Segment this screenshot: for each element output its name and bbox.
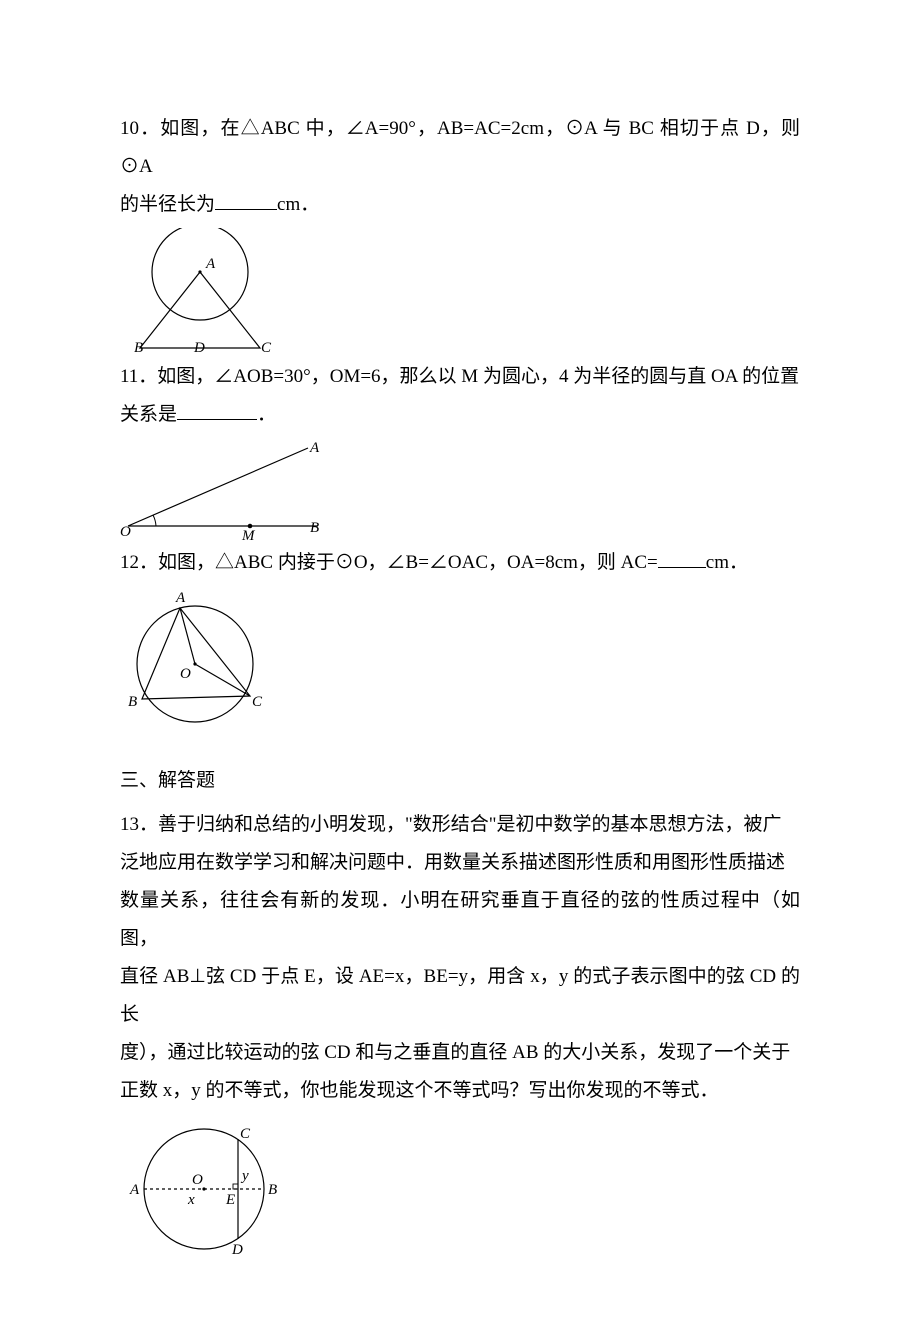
q13-l3: 数量关系，往往会有新的发现．小明在研究垂直于直径的弦的性质过程中（如图， — [120, 882, 800, 958]
q12-line1: 12．如图，△ABC 内接于⊙O，∠B=∠OAC，OA=8cm，则 AC= cm． — [120, 544, 800, 582]
q11-line1: 11．如图，∠AOB=30°，OM=6，那么以 M 为圆心，4 为半径的圆与直 … — [120, 358, 800, 396]
q12-center-dot — [193, 662, 196, 665]
q13-figure: A B C D O E x y — [120, 1114, 288, 1264]
q13-label-D: D — [231, 1242, 243, 1258]
q10-triangle — [140, 272, 260, 348]
q11-text-a: 11．如图，∠AOB=30°，OM=6，那么以 M 为圆心，4 为半径的圆与直 … — [120, 366, 799, 387]
q11-text-b: 关系是 — [120, 404, 177, 425]
q11-blank — [177, 400, 257, 420]
q13-right-angle — [233, 1184, 238, 1189]
q13-l2: 泛地应用在数学学习和解决问题中．用数量关系描述图形性质和用图形性质描述 — [120, 844, 800, 882]
q13-label-O: O — [192, 1172, 203, 1188]
q12-blank — [658, 548, 706, 568]
q13-center-dot — [202, 1187, 205, 1190]
q10-blank — [215, 190, 277, 210]
q10-unit: cm． — [277, 194, 319, 215]
q12-OC — [195, 664, 250, 696]
q12-label-B: B — [128, 694, 137, 710]
q13-l1: 13．善于归纳和总结的小明发现，"数形结合"是初中数学的基本思想方法，被广 — [120, 806, 800, 844]
q10-text-b: 的半径长为 — [120, 194, 215, 215]
q10-label-C: C — [261, 340, 272, 356]
q10-label-B: B — [134, 340, 143, 356]
q10-label-A: A — [205, 256, 216, 272]
q13-label-x: x — [187, 1192, 195, 1208]
q13-l4: 直径 AB⊥弦 CD 于点 E，设 AE=x，BE=y，用含 x，y 的式子表示… — [120, 958, 800, 1034]
q13-label-A: A — [129, 1182, 140, 1198]
q11-figure: O A B M — [120, 438, 330, 542]
q11-label-O: O — [120, 524, 131, 540]
q10-circle — [152, 228, 248, 320]
q11-period: ． — [257, 404, 276, 425]
q11-label-A: A — [309, 440, 320, 456]
q12-OA — [180, 608, 195, 664]
q10-center-dot — [198, 270, 201, 273]
q13-label-C: C — [240, 1126, 251, 1142]
page: 10．如图，在△ABC 中，∠A=90°，AB=AC=2cm，⊙A 与 BC 相… — [0, 0, 920, 1326]
q12-unit: cm． — [706, 552, 748, 573]
q12-figure: A B C O — [120, 586, 270, 726]
q10-line2: 的半径长为 cm． — [120, 186, 800, 224]
q13-l5: 度），通过比较运动的弦 CD 和与之垂直的直径 AB 的大小关系，发现了一个关于 — [120, 1034, 800, 1072]
q13-l6: 正数 x，y 的不等式，你也能发现这个不等式吗？写出你发现的不等式． — [120, 1072, 800, 1110]
q11-line-OA — [128, 448, 308, 526]
q12-label-C: C — [252, 694, 263, 710]
q13-label-B: B — [268, 1182, 277, 1198]
q11-label-B: B — [310, 520, 319, 536]
q12-label-A: A — [175, 590, 186, 606]
q10-line1: 10．如图，在△ABC 中，∠A=90°，AB=AC=2cm，⊙A 与 BC 相… — [120, 110, 800, 186]
q11-line2: 关系是 ． — [120, 396, 800, 434]
q11-angle-arc — [153, 515, 156, 526]
q10-figure: A B C D — [120, 228, 280, 356]
q12-text-a: 12．如图，△ABC 内接于⊙O，∠B=∠OAC，OA=8cm，则 AC= — [120, 552, 658, 573]
q10-label-D: D — [193, 340, 205, 356]
q11-label-M: M — [241, 528, 256, 542]
q13-label-y: y — [240, 1168, 249, 1184]
q12-label-O: O — [180, 666, 191, 682]
section-3-heading: 三、解答题 — [120, 762, 800, 800]
q13-label-E: E — [225, 1192, 235, 1208]
q10-text-a: 10．如图，在△ABC 中，∠A=90°，AB=AC=2cm，⊙A 与 BC 相… — [120, 118, 800, 177]
